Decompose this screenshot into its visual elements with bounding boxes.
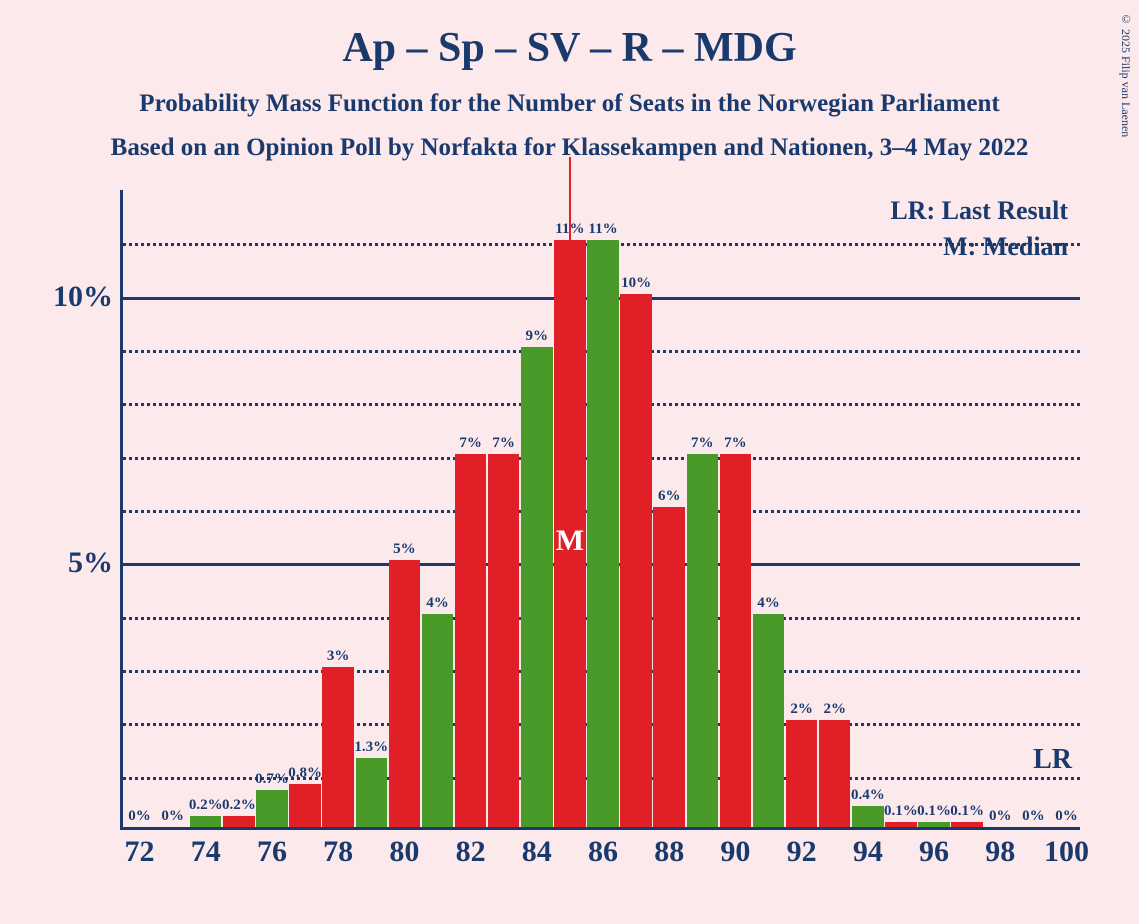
bar-value-label: 0% xyxy=(161,808,184,825)
y-axis-label: 5% xyxy=(68,546,113,580)
bar: 3% xyxy=(322,667,353,827)
legend-last-result: LR: Last Result xyxy=(890,196,1068,226)
bar: 0.4% xyxy=(852,806,883,827)
bar-value-label: 4% xyxy=(757,595,780,612)
bar-value-label: 0.1% xyxy=(917,803,951,820)
bar: 0.7% xyxy=(256,790,287,827)
bar-value-label: 2% xyxy=(823,701,846,718)
plot-region: LR: Last Result M: Median 5%10%727476788… xyxy=(120,190,1080,830)
bar: 7% xyxy=(687,454,718,827)
x-axis-label: 98 xyxy=(985,835,1015,869)
bar: 10% xyxy=(620,294,651,827)
bar-value-label: 0.2% xyxy=(222,797,256,814)
copyright-text: © 2025 Filip van Laenen xyxy=(1118,12,1133,137)
bar: 2% xyxy=(786,720,817,827)
bar-value-label: 2% xyxy=(790,701,813,718)
bar-value-label: 7% xyxy=(724,435,747,452)
x-axis-label: 96 xyxy=(919,835,949,869)
bar-value-label: 0.4% xyxy=(851,787,885,804)
bar-value-label: 0.2% xyxy=(189,797,223,814)
bar: 7% xyxy=(488,454,519,827)
bar: 1.3% xyxy=(356,758,387,827)
bar: 0.1% xyxy=(918,822,949,827)
bar: 4% xyxy=(753,614,784,827)
bar-value-label: 0.1% xyxy=(950,803,984,820)
bar-value-label: 10% xyxy=(621,275,651,292)
bar: 2% xyxy=(819,720,850,827)
x-axis-label: 86 xyxy=(588,835,618,869)
bar: 9% xyxy=(521,347,552,827)
bar-value-label: 4% xyxy=(426,595,449,612)
bar: 4% xyxy=(422,614,453,827)
lr-marker: LR xyxy=(1033,744,1072,776)
bar-value-label: 0% xyxy=(1022,808,1045,825)
bar-value-label: 7% xyxy=(691,435,714,452)
bar: 7% xyxy=(720,454,751,827)
bar-value-label: 0% xyxy=(989,808,1012,825)
x-axis-label: 82 xyxy=(456,835,486,869)
bar-value-label: 9% xyxy=(526,328,549,345)
bar: 0.2% xyxy=(190,816,221,827)
chart-subtitle-1: Probability Mass Function for the Number… xyxy=(0,90,1139,118)
chart-area: LR: Last Result M: Median 5%10%727476788… xyxy=(120,190,1080,830)
bar-value-label: 0.7% xyxy=(255,771,289,788)
chart-title: Ap – Sp – SV – R – MDG xyxy=(0,0,1139,72)
bar-value-label: 0.1% xyxy=(884,803,918,820)
bar: 0.1% xyxy=(885,822,916,827)
median-marker: M xyxy=(556,524,584,558)
bar-value-label: 7% xyxy=(459,435,482,452)
x-axis-label: 74 xyxy=(191,835,221,869)
bar-value-label: 7% xyxy=(492,435,515,452)
y-axis-label: 10% xyxy=(53,280,113,314)
x-axis-label: 94 xyxy=(853,835,883,869)
x-axis-label: 88 xyxy=(654,835,684,869)
x-axis-label: 78 xyxy=(323,835,353,869)
bar: 11% xyxy=(587,240,618,827)
bar: 6% xyxy=(653,507,684,827)
x-axis-label: 84 xyxy=(522,835,552,869)
x-axis-label: 90 xyxy=(720,835,750,869)
bar-value-label: 11% xyxy=(555,221,584,238)
bar: 7% xyxy=(455,454,486,827)
bar: 0.2% xyxy=(223,816,254,827)
bar-value-label: 0% xyxy=(1055,808,1078,825)
x-axis-label: 80 xyxy=(389,835,419,869)
x-axis-label: 72 xyxy=(125,835,155,869)
bar-value-label: 0.8% xyxy=(288,765,322,782)
x-axis-label: 92 xyxy=(787,835,817,869)
bar-value-label: 0% xyxy=(128,808,151,825)
bar-value-label: 1.3% xyxy=(354,739,388,756)
legend-median: M: Median xyxy=(943,232,1068,262)
bar-value-label: 5% xyxy=(393,541,416,558)
bar-value-label: 11% xyxy=(588,221,617,238)
bar: 0.8% xyxy=(289,784,320,827)
x-axis-label: 100 xyxy=(1044,835,1089,869)
bar: 5% xyxy=(389,560,420,827)
bar: 0.1% xyxy=(951,822,982,827)
x-axis-label: 76 xyxy=(257,835,287,869)
bar-value-label: 6% xyxy=(658,488,681,505)
bar-value-label: 3% xyxy=(327,648,350,665)
